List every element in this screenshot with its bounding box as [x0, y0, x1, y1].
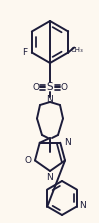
Text: N: N	[47, 173, 53, 182]
Text: O: O	[24, 156, 31, 165]
Text: N: N	[47, 95, 53, 103]
Text: CH₃: CH₃	[71, 47, 84, 52]
Text: N: N	[64, 138, 71, 147]
Text: N: N	[79, 201, 86, 210]
Text: S: S	[47, 82, 53, 92]
Text: F: F	[22, 48, 27, 57]
Text: O: O	[32, 83, 40, 91]
Text: O: O	[60, 83, 68, 91]
